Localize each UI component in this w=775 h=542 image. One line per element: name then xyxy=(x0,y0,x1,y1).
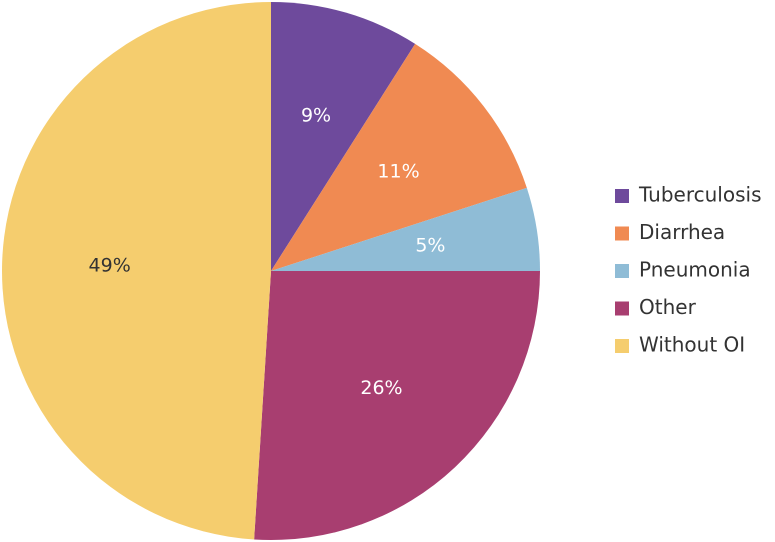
legend-item-tuberculosis: Tuberculosis xyxy=(615,183,762,207)
slice-label-tuberculosis: 9% xyxy=(301,105,331,127)
pie-slice-other xyxy=(254,271,540,540)
legend-item-other: Other xyxy=(615,295,697,319)
pie-slice-pneumonia xyxy=(271,187,540,271)
legend: Tuberculosis Diarrhea Pneumonia Other Withou… xyxy=(615,183,762,357)
pie-slice-without-oi xyxy=(2,2,272,540)
legend-label: Other xyxy=(639,295,697,319)
legend-label: Pneumonia xyxy=(639,258,751,282)
legend-swatch xyxy=(615,339,629,353)
slice-label-other: 26% xyxy=(360,377,402,399)
legend-item-without-oi: Without OI xyxy=(615,333,745,357)
pie-slice-labels: 9% 11% 5% 26% 49% xyxy=(89,105,446,400)
legend-label: Tuberculosis xyxy=(638,183,762,207)
legend-label: Diarrhea xyxy=(639,220,725,244)
legend-swatch xyxy=(615,264,629,278)
slice-label-without-oi: 49% xyxy=(89,254,131,276)
slice-label-diarrhea: 11% xyxy=(377,161,419,183)
legend-item-diarrhea: Diarrhea xyxy=(615,220,725,244)
pie-slice-diarrhea xyxy=(271,43,527,271)
legend-label: Without OI xyxy=(639,333,745,357)
legend-swatch xyxy=(615,189,629,203)
legend-swatch xyxy=(615,301,629,316)
legend-swatch xyxy=(615,226,629,241)
slice-label-pneumonia: 5% xyxy=(415,234,445,256)
pie-slices xyxy=(2,2,540,540)
pie-slice-tuberculosis xyxy=(271,2,416,271)
legend-item-pneumonia: Pneumonia xyxy=(615,258,751,282)
